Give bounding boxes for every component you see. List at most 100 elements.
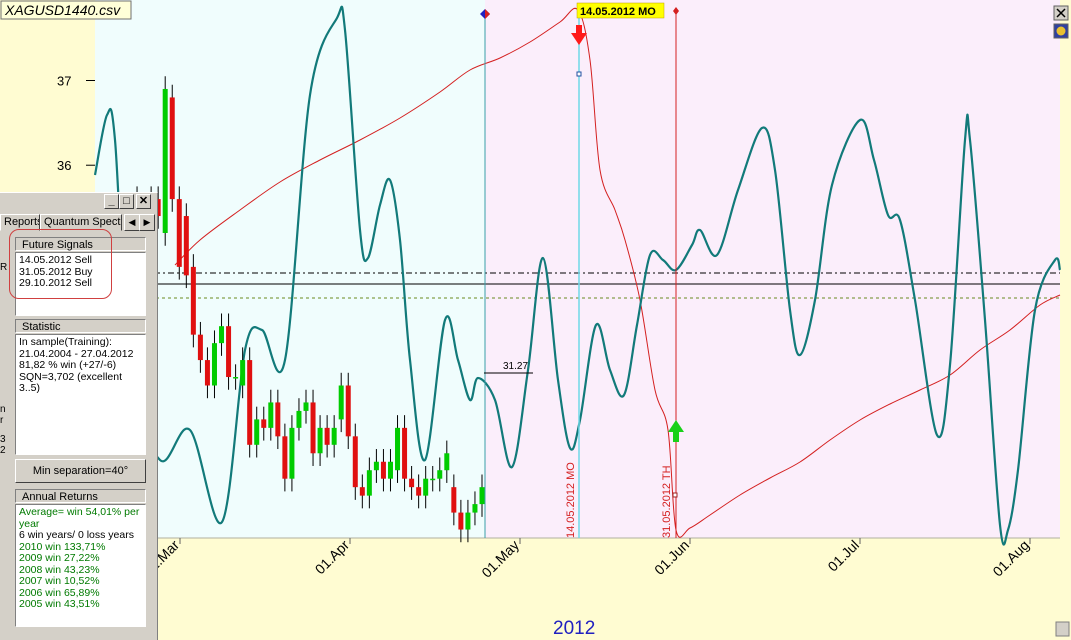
bull-candle (317, 427, 323, 454)
cut-off-label: r (0, 415, 4, 426)
list-item: 2010 win 133,71% (19, 540, 106, 553)
list-item: SQN=3,702 (excellent (19, 370, 123, 383)
bear-candle (416, 487, 422, 496)
bull-candle (331, 427, 337, 445)
bear-candle (275, 402, 281, 437)
bear-candle (261, 419, 267, 428)
cut-off-label: 3 (0, 434, 6, 445)
cycle-line (93, 5, 1062, 546)
bear-candle (458, 512, 464, 530)
buy-date-label: 31.05.2012 TH (661, 465, 673, 538)
list-item: 2005 win 43,51% (19, 598, 100, 610)
statistic-title: Statistic (15, 319, 146, 333)
minimize-button[interactable]: _ (104, 194, 119, 209)
list-item[interactable]: 14.05.2012 Sell (19, 254, 92, 266)
bear-candle (247, 360, 253, 445)
bull-candle (479, 487, 485, 505)
bear-candle (451, 487, 457, 513)
buy-diamond-icon[interactable] (673, 7, 679, 15)
bear-candle (176, 199, 182, 267)
sell-handle[interactable] (576, 71, 582, 77)
bear-candle (345, 385, 351, 437)
list-item: 21.04.2004 - 27.04.2012 (19, 347, 134, 360)
tab-reports[interactable]: Reports (0, 214, 40, 231)
future-signals-list[interactable]: 14.05.2012 Sell 31.05.2012 Buy 29.10.201… (15, 252, 146, 316)
buy-handle[interactable] (672, 492, 678, 498)
bear-candle (310, 402, 316, 454)
signals-panel: _ □ ✕ Reports Quantum Spect ◀ ▶ Future S… (0, 192, 158, 640)
list-item: 2009 win 27,22% (19, 552, 100, 564)
y-tick-label: 36 (57, 158, 71, 173)
sell-arrow-icon (571, 25, 587, 45)
bull-candle (437, 470, 443, 479)
bull-candle (296, 410, 302, 428)
trend-line (174, 7, 1061, 538)
bull-candle (289, 427, 295, 479)
close-panel-button[interactable]: ✕ (136, 194, 151, 209)
statistic-list[interactable]: In sample(Training): 21.04.2004 - 27.04.… (15, 334, 146, 455)
today-diamond-icon[interactable] (480, 9, 490, 19)
bull-candle (219, 326, 225, 344)
bull-candle (465, 512, 471, 530)
annual-returns-list[interactable]: Average= win 54,01% per year 6 win years… (15, 504, 146, 627)
bull-candle (211, 343, 217, 386)
min-separation-button[interactable]: Min separation=40° (15, 459, 146, 483)
list-item: year (19, 517, 40, 530)
list-item: Average= win 54,01% per (19, 506, 140, 518)
top-date-label: 14.05.2012 MO (580, 6, 656, 18)
bull-candle (423, 478, 429, 496)
bear-candle (204, 360, 210, 386)
bear-candle (183, 216, 189, 276)
list-item: 2007 win 10,52% (19, 575, 100, 587)
list-item: In sample(Training): (19, 336, 112, 348)
bear-candle (380, 461, 386, 479)
bull-candle (430, 478, 436, 481)
list-item[interactable]: 29.10.2012 Sell (19, 277, 92, 289)
bear-candle (282, 436, 288, 479)
bull-candle (233, 377, 239, 379)
bear-candle (197, 334, 203, 361)
cut-off-label: R (0, 262, 7, 273)
list-item: 2006 win 65,89% (19, 586, 100, 599)
settings-globe-icon[interactable] (1053, 23, 1069, 39)
annual-returns-title: Annual Returns (15, 489, 146, 503)
buy-arrow-icon (668, 420, 684, 442)
forecast-region (485, 0, 1060, 538)
bull-candle (387, 461, 393, 479)
bear-candle (402, 427, 408, 479)
top-date-badge (576, 2, 665, 19)
panel-titlebar[interactable]: _ □ ✕ (0, 193, 157, 211)
resize-corner-icon[interactable] (1055, 621, 1070, 637)
bull-candle (303, 402, 309, 411)
bear-candle (409, 478, 415, 488)
year-label: 2012 (553, 618, 595, 639)
tab-quantum-spect[interactable]: Quantum Spect (40, 214, 122, 231)
list-item: 3..5) (19, 382, 41, 394)
list-item[interactable]: 31.05.2012 Buy (19, 265, 93, 278)
bear-candle (169, 97, 175, 200)
bear-candle (359, 487, 365, 496)
cut-off-label: n (0, 404, 6, 415)
maximize-button[interactable]: □ (119, 194, 134, 209)
bear-candle (155, 199, 161, 217)
cut-off-label: 2 (0, 445, 6, 456)
bull-candle (395, 427, 401, 471)
bull-candle (240, 360, 246, 386)
tab-scroll-left-icon[interactable]: ◀ (124, 214, 140, 231)
panel-tabs: Reports Quantum Spect ◀ ▶ (0, 214, 157, 232)
bull-candle (472, 504, 478, 513)
bear-candle (226, 326, 232, 378)
bull-candle (444, 453, 450, 471)
bull-candle (162, 88, 168, 233)
bull-candle (338, 385, 344, 420)
future-signals-title: Future Signals (15, 237, 146, 251)
bull-candle (254, 419, 260, 445)
list-item: 6 win years/ 0 loss years (19, 529, 134, 541)
bull-candle (268, 402, 274, 428)
close-chart-icon[interactable] (1053, 5, 1069, 21)
bear-candle (352, 436, 358, 488)
list-item: 81,82 % win (+27/-6) (19, 359, 117, 371)
bull-candle (366, 470, 372, 496)
tab-scroll-right-icon[interactable]: ▶ (139, 214, 155, 231)
